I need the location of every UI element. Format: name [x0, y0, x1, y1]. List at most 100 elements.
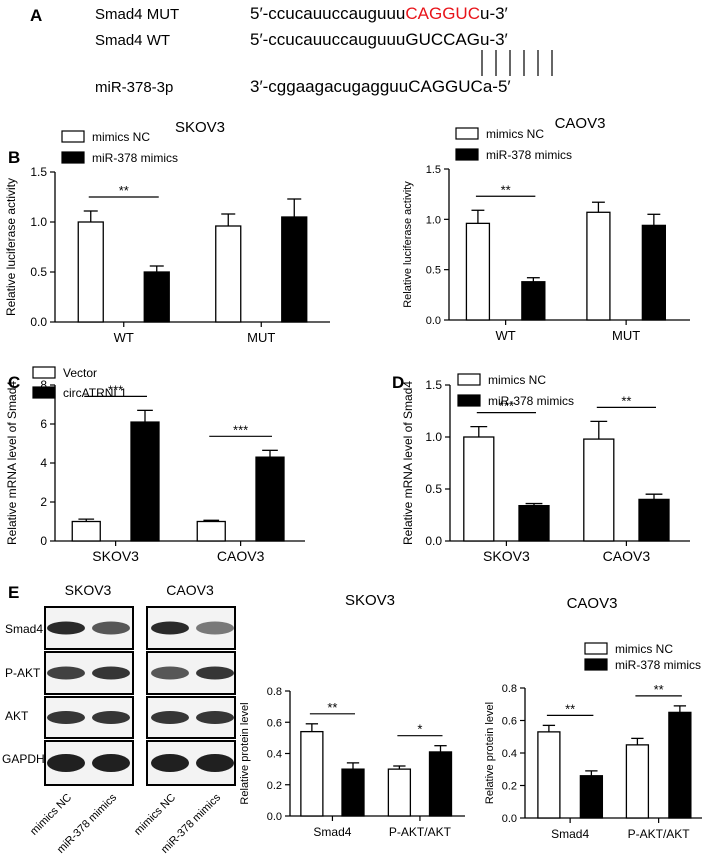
chart-3: 0.0 0.5 1.0 1.5 Relative mRNA level of Smad4… — [401, 373, 690, 564]
y-tick-label: 1.0 — [30, 215, 47, 229]
legend-label: mimics NC — [615, 642, 673, 656]
chart-title: SKOV3 — [175, 119, 225, 136]
significance-label: ** — [119, 183, 129, 198]
bar — [668, 711, 692, 819]
y-tick-label: 1.5 — [30, 165, 47, 179]
x-tick-label: CAOV3 — [217, 548, 265, 564]
sequence: 5′-ccucauuccauguuuGUCCAGu-3′ — [250, 30, 508, 49]
chart-5: 0.0 0.2 0.4 0.6 0.8 Relative protein level CAO… — [484, 595, 702, 841]
blot-band — [196, 754, 234, 772]
y-axis-label: Relative mRNA level of Smad4 — [5, 381, 19, 545]
blot-protein-label: AKT — [5, 709, 29, 723]
blot-group-label: SKOV3 — [65, 582, 112, 598]
western-blot: SKOV3 CAOV3 Smad4 P-AKT AKT GAPDH mimics… — [2, 582, 236, 856]
y-tick-label: 1.0 — [426, 214, 441, 226]
significance-label: *** — [108, 382, 123, 397]
legend-label: mimics NC — [488, 373, 546, 387]
y-tick-label: 0.5 — [426, 265, 441, 277]
legend-label: miR-378 mimics — [486, 148, 572, 162]
bar — [77, 221, 104, 323]
blot-lane-label: mimics NC — [132, 792, 178, 838]
blot-protein-label: P-AKT — [5, 666, 41, 680]
x-tick-label: SKOV3 — [483, 548, 530, 564]
legend-swatch — [32, 366, 56, 379]
y-tick-label: 4 — [40, 456, 47, 470]
bar — [518, 504, 550, 542]
sequence-row-mir378: miR-378-3p 3′-cggaagacugagguuCAGGUCa-5′ — [95, 77, 511, 96]
base-pair-lines — [481, 50, 553, 76]
bar — [579, 775, 604, 819]
bar — [255, 456, 285, 542]
x-tick-label: Smad4 — [313, 825, 351, 839]
y-tick-label: 0.2 — [267, 780, 282, 792]
bar — [583, 438, 615, 542]
legend-swatch — [61, 151, 85, 164]
blot-band — [151, 621, 189, 635]
legend-swatch — [61, 130, 85, 143]
y-axis-label: Relative luciferase activity — [4, 178, 18, 316]
chart-title: CAOV3 — [567, 595, 618, 612]
sequence-row-smad4-mut: Smad4 MUT 5′-ccucauuccauguuuCAGGUCu-3′ — [95, 4, 508, 23]
legend-label: mimics NC — [486, 127, 544, 141]
y-axis-label: Relative protein level — [484, 702, 496, 804]
legend-label: circATRNL1 — [63, 386, 127, 400]
y-axis-label: Relative luciferase activity — [402, 181, 414, 308]
y-tick-label: 1.5 — [426, 164, 441, 176]
legend-swatch — [584, 642, 608, 655]
blot-band — [196, 711, 234, 724]
legend-label: miR-378 mimics — [615, 658, 701, 672]
legend-label: Vector — [63, 366, 97, 380]
panel-a: A Smad4 MUT 5′-ccucauuccauguuuCAGGUCu-3′… — [30, 4, 553, 96]
significance-label: ** — [501, 182, 511, 197]
sequence-name: Smad4 MUT — [95, 6, 179, 23]
chart-title: SKOV3 — [345, 592, 395, 609]
bar — [641, 224, 666, 321]
sequence-core: CAGGUC — [408, 77, 483, 96]
y-tick-label: 0.4 — [502, 748, 517, 760]
y-tick-label: 0.4 — [267, 749, 282, 761]
blot-group-label: CAOV3 — [166, 582, 214, 598]
y-tick-label: 0.0 — [502, 813, 517, 825]
significance-label: *** — [233, 422, 248, 437]
blot-protein-label: Smad4 — [5, 622, 43, 636]
sequence-prefix: 3′-cggaagacugagguu — [250, 77, 408, 96]
y-tick-label: 0.8 — [502, 683, 517, 695]
y-tick-label: 0.8 — [267, 686, 282, 698]
charts-layer: 0.0 0.5 1.0 1.5 Relative luciferase activity… — [4, 115, 702, 841]
blot-band — [151, 666, 189, 680]
y-tick-label: 1.5 — [425, 378, 442, 392]
panel-label-e: E — [8, 583, 19, 602]
bar — [638, 498, 670, 542]
chart-4: 0.0 0.2 0.4 0.6 0.8 Relative protein level SKO… — [239, 592, 465, 839]
blot-band — [47, 711, 85, 724]
bar — [537, 731, 561, 819]
x-tick-label: WT — [496, 328, 516, 343]
legend-label: mimics NC — [92, 130, 150, 144]
y-tick-label: 0.0 — [425, 534, 442, 548]
x-tick-label: WT — [114, 330, 134, 345]
legend-label: miR-378 mimics — [92, 151, 178, 165]
bar — [71, 520, 101, 542]
blot-band — [47, 754, 85, 772]
bar — [463, 436, 495, 542]
blot-band — [196, 666, 234, 680]
bar — [521, 281, 546, 321]
sequence: 5′-ccucauuccauguuuCAGGUCu-3′ — [250, 4, 508, 23]
blot-band — [92, 666, 130, 680]
bar — [586, 211, 611, 321]
y-tick-label: 2 — [40, 495, 47, 509]
legend-swatch — [584, 658, 608, 671]
sequence-core: CAGGUC — [405, 4, 480, 23]
x-tick-label: CAOV3 — [603, 548, 651, 564]
bar — [625, 744, 650, 819]
bar — [281, 216, 308, 323]
legend-swatch — [455, 148, 479, 161]
panel-label-d: D — [392, 373, 404, 392]
blot-band — [151, 711, 189, 724]
sequence-core: GUCCAG — [405, 30, 480, 49]
panel-label-b: B — [8, 148, 20, 167]
significance-label: * — [417, 722, 422, 737]
y-tick-label: 0.6 — [267, 717, 282, 729]
blot-band — [92, 711, 130, 724]
chart-title: CAOV3 — [555, 115, 606, 132]
